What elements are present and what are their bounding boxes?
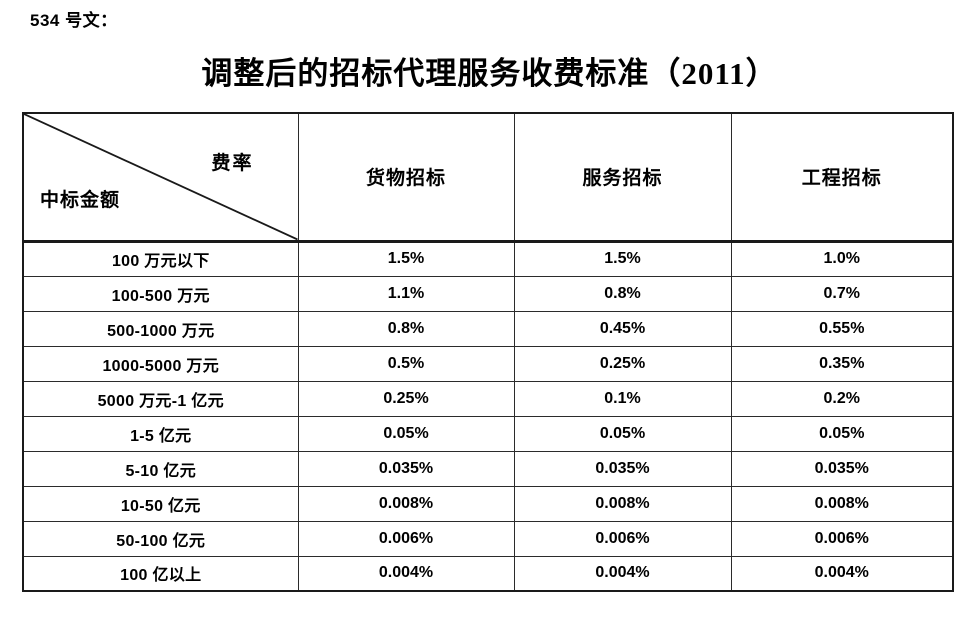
rate-cell: 0.55% — [730, 310, 954, 347]
amount-cell: 1000-5000 万元 — [22, 345, 299, 382]
table-row: 100 亿以上 0.004% 0.004% 0.004% — [22, 555, 954, 592]
rate-cell: 0.004% — [513, 555, 732, 592]
rate-cell: 0.25% — [297, 380, 515, 417]
corner-label-amount: 中标金额 — [40, 189, 121, 211]
rate-cell: 0.035% — [730, 450, 954, 487]
corner-header-cell: 费率 中标金额 — [22, 112, 299, 243]
rate-cell: 1.5% — [297, 240, 515, 277]
table-row: 50-100 亿元 0.006% 0.006% 0.006% — [22, 520, 954, 557]
rate-cell: 0.8% — [297, 310, 515, 347]
rate-cell: 0.004% — [297, 555, 515, 592]
table-row: 100 万元以下 1.5% 1.5% 1.0% — [22, 240, 954, 277]
amount-cell: 10-50 亿元 — [22, 485, 299, 522]
rate-cell: 0.006% — [730, 520, 954, 557]
rate-cell: 0.25% — [513, 345, 732, 382]
table-row: 500-1000 万元 0.8% 0.45% 0.55% — [22, 310, 954, 347]
rate-cell: 0.008% — [297, 485, 515, 522]
rate-cell: 1.5% — [513, 240, 732, 277]
table-row: 10-50 亿元 0.008% 0.008% 0.008% — [22, 485, 954, 522]
rate-cell: 0.5% — [297, 345, 515, 382]
rate-cell: 0.006% — [513, 520, 732, 557]
rate-cell: 0.05% — [297, 415, 515, 452]
column-header-goods: 货物招标 — [297, 112, 515, 243]
rate-cell: 0.008% — [730, 485, 954, 522]
table-header-row: 费率 中标金额 货物招标 服务招标 工程招标 — [22, 112, 954, 243]
diagonal-line — [24, 114, 298, 240]
amount-cell: 5000 万元-1 亿元 — [22, 380, 299, 417]
rate-cell: 0.008% — [513, 485, 732, 522]
rate-cell: 0.35% — [730, 345, 954, 382]
rate-cell: 1.0% — [730, 240, 954, 277]
table-row: 100-500 万元 1.1% 0.8% 0.7% — [22, 275, 954, 312]
rate-cell: 1.1% — [297, 275, 515, 312]
rate-cell: 0.05% — [730, 415, 954, 452]
rate-cell: 0.035% — [297, 450, 515, 487]
amount-cell: 100-500 万元 — [22, 275, 299, 312]
rate-cell: 0.45% — [513, 310, 732, 347]
column-header-engineering: 工程招标 — [730, 112, 954, 243]
rate-cell: 0.006% — [297, 520, 515, 557]
rate-cell: 0.8% — [513, 275, 732, 312]
corner-label-rate: 费率 — [211, 153, 254, 174]
rate-cell: 0.05% — [513, 415, 732, 452]
rate-cell: 0.004% — [730, 555, 954, 592]
column-header-service: 服务招标 — [513, 112, 732, 243]
amount-cell: 1-5 亿元 — [22, 415, 299, 452]
doc-number-label: 534 号文： — [30, 11, 118, 30]
rate-cell: 0.7% — [730, 275, 954, 312]
rate-cell: 0.1% — [513, 380, 732, 417]
table-row: 1-5 亿元 0.05% 0.05% 0.05% — [22, 415, 954, 452]
table-row: 1000-5000 万元 0.5% 0.25% 0.35% — [22, 345, 954, 382]
rate-cell: 0.2% — [730, 380, 954, 417]
rate-cell: 0.035% — [513, 450, 732, 487]
amount-cell: 50-100 亿元 — [22, 520, 299, 557]
amount-cell: 100 万元以下 — [22, 240, 299, 277]
table-row: 5-10 亿元 0.035% 0.035% 0.035% — [22, 450, 954, 487]
page-title: 调整后的招标代理服务收费标准（2011） — [201, 56, 778, 91]
amount-cell: 100 亿以上 — [22, 555, 299, 592]
amount-cell: 5-10 亿元 — [22, 450, 299, 487]
amount-cell: 500-1000 万元 — [22, 310, 299, 347]
table-row: 5000 万元-1 亿元 0.25% 0.1% 0.2% — [22, 380, 954, 417]
fee-table: 费率 中标金额 货物招标 服务招标 工程招标 100 万元以下 1.5% 1.5… — [22, 112, 954, 592]
